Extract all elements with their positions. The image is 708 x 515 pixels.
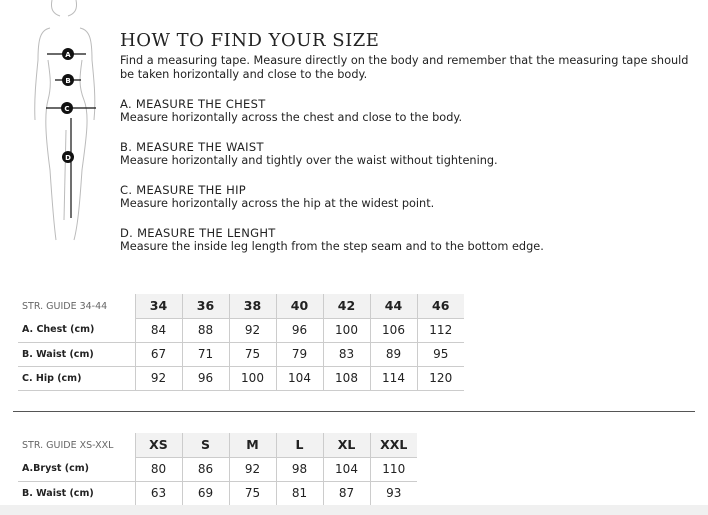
cell: 114	[369, 366, 417, 391]
table-header-row: STR. GUIDE XS-XXL XS S M L XL XXL	[18, 433, 417, 458]
size-header: 36	[181, 294, 229, 319]
table-label: STR. GUIDE XS-XXL	[18, 433, 135, 457]
cell: 67	[134, 342, 182, 367]
cell: 96	[181, 366, 229, 391]
size-header: 44	[369, 294, 417, 319]
size-table-letter: STR. GUIDE XS-XXL XS S M L XL XXL A.Brys…	[18, 433, 417, 506]
cell: 98	[275, 457, 323, 482]
size-header: 40	[275, 294, 323, 319]
size-header: M	[228, 433, 276, 458]
cell: 104	[322, 457, 370, 482]
cell: 63	[134, 481, 182, 506]
step-b-heading: B. MEASURE THE WAIST	[120, 140, 264, 154]
table-row: B. Waist (cm) 67 71 75 79 83 89 95	[18, 342, 464, 367]
cell: 87	[322, 481, 370, 506]
cell: 75	[228, 481, 276, 506]
row-label: A.Bryst (cm)	[18, 457, 135, 482]
body-measurement-figure: A B C D	[34, 0, 96, 241]
intro-text: Find a measuring tape. Measure directly …	[120, 54, 689, 81]
table-header-row: STR. GUIDE 34-44 34 36 38 40 42 44 46	[18, 294, 464, 319]
size-header: 42	[322, 294, 370, 319]
row-label: B. Waist (cm)	[18, 342, 135, 367]
cell: 110	[369, 457, 417, 482]
row-label: B. Waist (cm)	[18, 481, 135, 506]
bottom-band	[0, 505, 708, 515]
table-row: B. Waist (cm) 63 69 75 81 87 93	[18, 481, 417, 506]
svg-text:A: A	[65, 51, 71, 59]
cell: 104	[275, 366, 323, 391]
cell: 79	[275, 342, 323, 367]
size-header: 38	[228, 294, 276, 319]
size-header: XL	[322, 433, 370, 458]
table-label: STR. GUIDE 34-44	[18, 294, 135, 318]
cell: 81	[275, 481, 323, 506]
size-header: XS	[134, 433, 182, 458]
step-d-text: Measure the inside leg length from the s…	[120, 240, 544, 253]
cell: 96	[275, 318, 323, 343]
cell: 100	[322, 318, 370, 343]
marker-d: D	[62, 151, 74, 163]
size-header: 34	[134, 294, 182, 319]
row-label: C. Hip (cm)	[18, 366, 135, 391]
size-table-numeric: STR. GUIDE 34-44 34 36 38 40 42 44 46 A.…	[18, 294, 464, 391]
cell: 93	[369, 481, 417, 506]
table-row: A. Chest (cm) 84 88 92 96 100 106 112	[18, 318, 464, 343]
cell: 108	[322, 366, 370, 391]
step-c-heading: C. MEASURE THE HIP	[120, 183, 246, 197]
table-row: A.Bryst (cm) 80 86 92 98 104 110	[18, 457, 417, 482]
cell: 84	[134, 318, 182, 343]
cell: 88	[181, 318, 229, 343]
marker-b: B	[62, 74, 74, 86]
cell: 92	[228, 457, 276, 482]
cell: 120	[416, 366, 464, 391]
cell: 112	[416, 318, 464, 343]
size-header: 46	[416, 294, 464, 319]
marker-a: A	[62, 48, 74, 60]
cell: 71	[181, 342, 229, 367]
table-row: C. Hip (cm) 92 96 100 104 108 114 120	[18, 366, 464, 391]
cell: 92	[134, 366, 182, 391]
cell: 89	[369, 342, 417, 367]
svg-text:B: B	[65, 77, 70, 85]
cell: 83	[322, 342, 370, 367]
size-header: S	[181, 433, 229, 458]
cell: 86	[181, 457, 229, 482]
step-d-heading: D. MEASURE THE LENGHT	[120, 226, 276, 240]
cell: 100	[228, 366, 276, 391]
marker-c: C	[61, 102, 73, 114]
step-c-text: Measure horizontally across the hip at t…	[120, 197, 435, 210]
svg-text:D: D	[65, 154, 71, 162]
step-a-text: Measure horizontally across the chest an…	[120, 111, 463, 124]
cell: 80	[134, 457, 182, 482]
row-label: A. Chest (cm)	[18, 318, 135, 343]
page-title: HOW TO FIND YOUR SIZE	[120, 30, 380, 51]
cell: 69	[181, 481, 229, 506]
cell: 106	[369, 318, 417, 343]
step-a-heading: A. MEASURE THE CHEST	[120, 97, 266, 111]
cell: 75	[228, 342, 276, 367]
cell: 92	[228, 318, 276, 343]
svg-text:C: C	[64, 105, 69, 113]
size-header: L	[275, 433, 323, 458]
size-header: XXL	[369, 433, 417, 458]
divider	[13, 411, 695, 412]
step-b-text: Measure horizontally and tightly over th…	[120, 154, 498, 167]
cell: 95	[416, 342, 464, 367]
